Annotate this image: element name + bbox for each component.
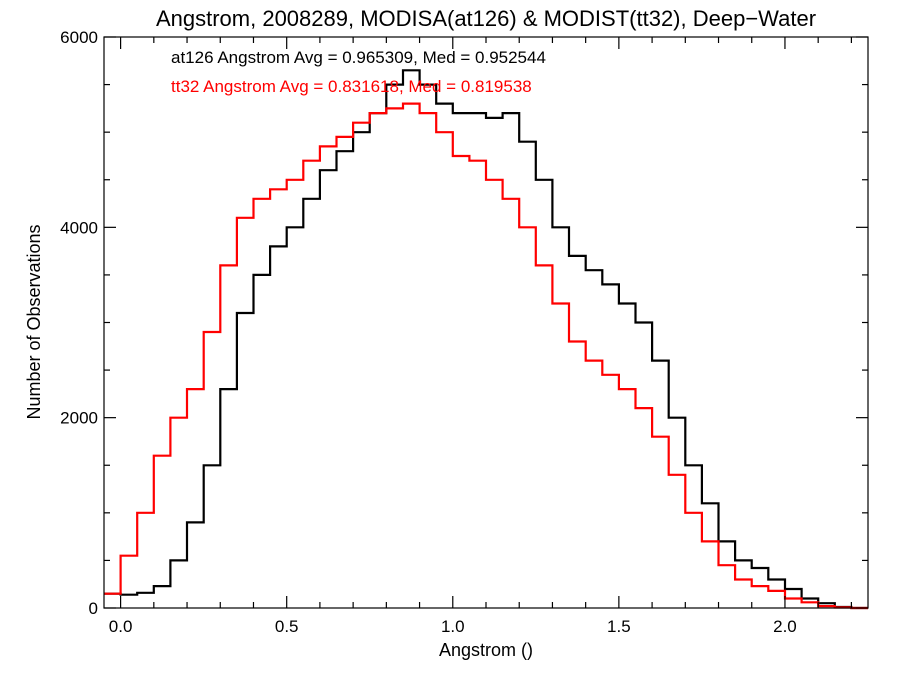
- ticks-layer: 0.0 0.5 1.0 1.5 2.0 0 2000 4000 6000: [60, 28, 868, 636]
- y-tick-label: 0: [89, 599, 98, 618]
- x-tick-label: 1.0: [441, 617, 465, 636]
- annotation-tt32: tt32 Angstrom Avg = 0.831618, Med = 0.81…: [171, 77, 532, 96]
- x-tick-label: 0.0: [109, 617, 133, 636]
- series-line-0: [104, 69, 868, 610]
- x-tick-label: 2.0: [773, 617, 797, 636]
- y-tick-label: 2000: [60, 409, 98, 428]
- y-tick-label: 6000: [60, 28, 98, 47]
- y-tick-label: 4000: [60, 218, 98, 237]
- plot-frame: [103, 36, 869, 609]
- x-axis-label: Angstrom (): [439, 640, 533, 660]
- chart-title: Angstrom, 2008289, MODISA(at126) & MODIS…: [156, 6, 816, 31]
- series-layer: [104, 69, 868, 610]
- annotation-at126: at126 Angstrom Avg = 0.965309, Med = 0.9…: [171, 48, 546, 67]
- series-line-1: [104, 102, 868, 610]
- y-axis-label: Number of Observations: [24, 224, 44, 419]
- x-tick-label: 1.5: [607, 617, 631, 636]
- x-tick-label: 0.5: [275, 617, 299, 636]
